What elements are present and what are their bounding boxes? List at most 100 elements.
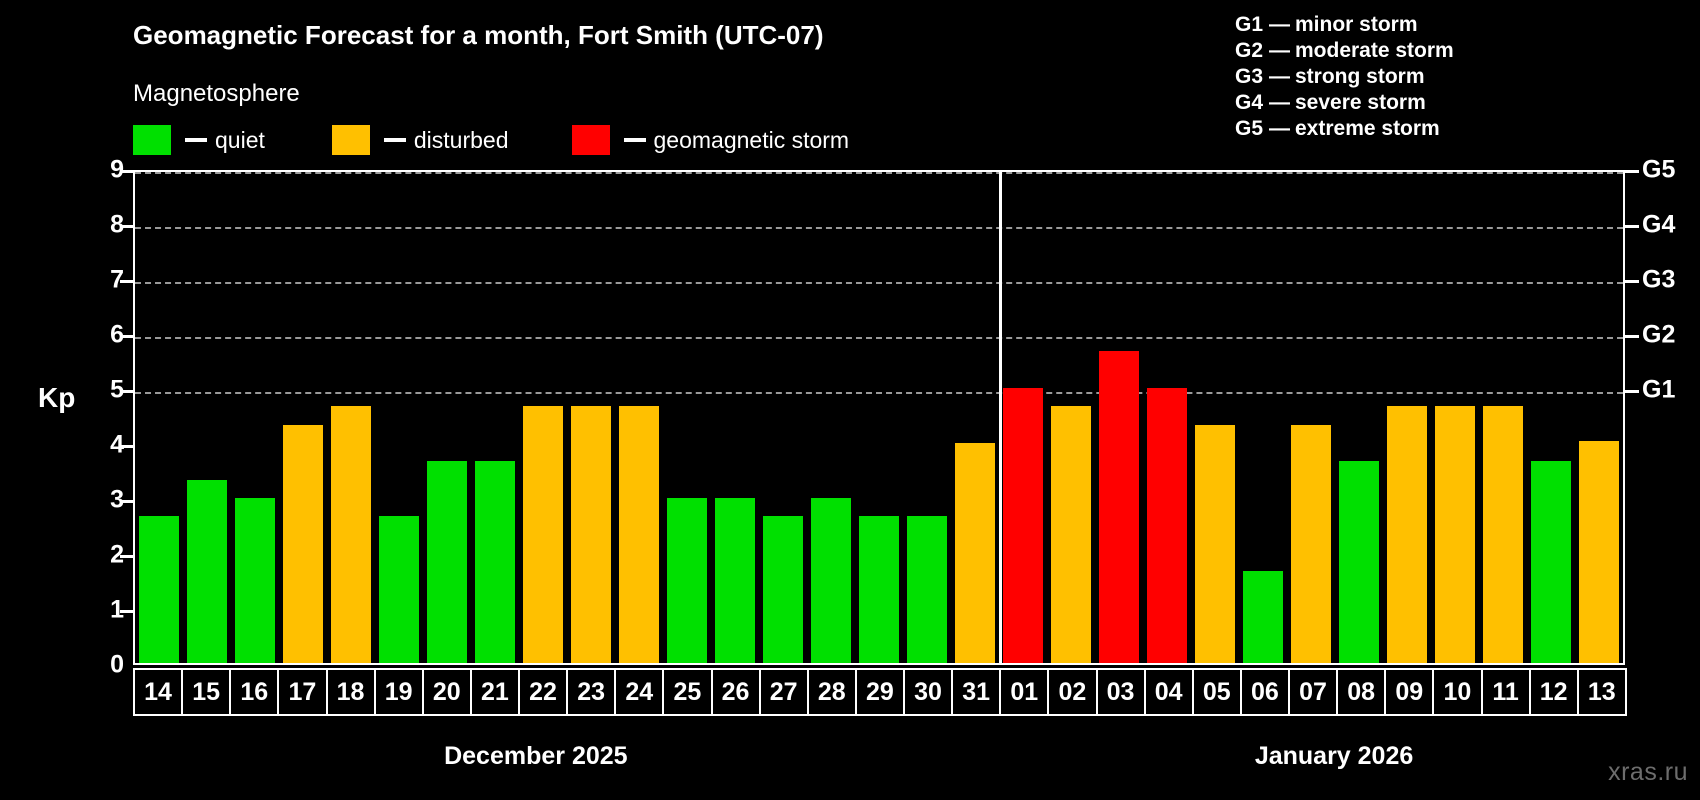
day-label[interactable]: 04	[1143, 668, 1194, 716]
bar-cell[interactable]	[1575, 172, 1623, 663]
bar[interactable]	[762, 516, 804, 663]
bar[interactable]	[618, 406, 660, 663]
bar[interactable]	[1146, 388, 1188, 663]
bar[interactable]	[906, 516, 948, 663]
y-axis-tick-label: 6	[110, 320, 124, 349]
bar-cell[interactable]	[759, 172, 807, 663]
bar-cell[interactable]	[135, 172, 183, 663]
day-label[interactable]: 31	[951, 668, 1002, 716]
day-label[interactable]: 26	[710, 668, 761, 716]
day-label[interactable]: 20	[421, 668, 472, 716]
day-label[interactable]: 16	[229, 668, 280, 716]
bar[interactable]	[954, 443, 996, 663]
bar-cell[interactable]	[183, 172, 231, 663]
bar-cell[interactable]	[1095, 172, 1143, 663]
bar-cell[interactable]	[615, 172, 663, 663]
bar-cell[interactable]	[1047, 172, 1095, 663]
day-label[interactable]: 19	[373, 668, 424, 716]
day-label[interactable]: 22	[518, 668, 569, 716]
bar[interactable]	[1194, 424, 1236, 663]
bar-cell[interactable]	[951, 172, 999, 663]
bar[interactable]	[858, 516, 900, 663]
bar-cell[interactable]	[471, 172, 519, 663]
bar-cell[interactable]	[903, 172, 951, 663]
bar[interactable]	[1050, 406, 1092, 663]
g-scale-label: G1	[1642, 375, 1676, 404]
day-label[interactable]: 03	[1095, 668, 1146, 716]
day-label[interactable]: 28	[806, 668, 857, 716]
bar-cell[interactable]	[1191, 172, 1239, 663]
bar-cell[interactable]	[1527, 172, 1575, 663]
bar[interactable]	[234, 498, 276, 663]
bar[interactable]	[1578, 441, 1620, 663]
day-label[interactable]: 08	[1336, 668, 1387, 716]
day-label[interactable]: 18	[325, 668, 376, 716]
bar[interactable]	[810, 498, 852, 663]
bar-cell[interactable]	[279, 172, 327, 663]
bar[interactable]	[570, 406, 612, 663]
bar[interactable]	[426, 461, 468, 663]
bar[interactable]	[1290, 424, 1332, 663]
bar-cell[interactable]	[231, 172, 279, 663]
storm-scale-label: moderate storm	[1295, 39, 1454, 62]
bar[interactable]	[1434, 406, 1476, 663]
bar[interactable]	[1098, 351, 1140, 663]
day-label[interactable]: 09	[1384, 668, 1435, 716]
day-label[interactable]: 12	[1528, 668, 1579, 716]
bar[interactable]	[138, 516, 180, 663]
day-label[interactable]: 06	[1239, 668, 1290, 716]
bar-cell[interactable]	[327, 172, 375, 663]
bar[interactable]	[186, 479, 228, 663]
bar-cell[interactable]	[711, 172, 759, 663]
bar-cell[interactable]	[1287, 172, 1335, 663]
day-label[interactable]: 11	[1480, 668, 1531, 716]
bar[interactable]	[474, 461, 516, 663]
bar[interactable]	[1482, 406, 1524, 663]
day-label[interactable]: 27	[758, 668, 809, 716]
bar-cell[interactable]	[1143, 172, 1191, 663]
bar-cell[interactable]	[1431, 172, 1479, 663]
bar[interactable]	[1530, 461, 1572, 663]
y-axis-tick-label: 5	[110, 375, 124, 404]
bar[interactable]	[1386, 406, 1428, 663]
day-label[interactable]: 02	[1047, 668, 1098, 716]
day-label[interactable]: 24	[614, 668, 665, 716]
legend-dash-icon	[623, 138, 646, 142]
bar-cell[interactable]	[1479, 172, 1527, 663]
day-label[interactable]: 17	[277, 668, 328, 716]
bar-cell[interactable]	[567, 172, 615, 663]
bar[interactable]	[1002, 388, 1044, 663]
day-label[interactable]: 05	[1191, 668, 1242, 716]
bar[interactable]	[378, 516, 420, 663]
bar-cell[interactable]	[855, 172, 903, 663]
day-label[interactable]: 21	[469, 668, 520, 716]
day-label[interactable]: 25	[662, 668, 713, 716]
day-label[interactable]: 15	[181, 668, 232, 716]
bar-cell[interactable]	[807, 172, 855, 663]
bar-cell[interactable]	[375, 172, 423, 663]
bar[interactable]	[282, 424, 324, 663]
bar[interactable]	[1242, 571, 1284, 663]
bar[interactable]	[1338, 461, 1380, 663]
bar[interactable]	[714, 498, 756, 663]
bar-cell[interactable]	[663, 172, 711, 663]
storm-scale-row: G3— strong storm	[1235, 64, 1454, 90]
bar-cell[interactable]	[1335, 172, 1383, 663]
bar[interactable]	[522, 406, 564, 663]
bar-cell[interactable]	[1383, 172, 1431, 663]
day-label[interactable]: 30	[903, 668, 954, 716]
bar-cell[interactable]	[999, 172, 1047, 663]
y-axis-caption: Kp	[38, 382, 76, 413]
day-label[interactable]: 10	[1432, 668, 1483, 716]
bar-cell[interactable]	[423, 172, 471, 663]
day-label[interactable]: 29	[854, 668, 905, 716]
day-label[interactable]: 23	[566, 668, 617, 716]
day-label[interactable]: 14	[133, 668, 184, 716]
day-label[interactable]: 07	[1288, 668, 1339, 716]
day-label[interactable]: 01	[999, 668, 1050, 716]
day-label[interactable]: 13	[1576, 668, 1627, 716]
bar-cell[interactable]	[1239, 172, 1287, 663]
bar-cell[interactable]	[519, 172, 567, 663]
bar[interactable]	[666, 498, 708, 663]
bar[interactable]	[330, 406, 372, 663]
